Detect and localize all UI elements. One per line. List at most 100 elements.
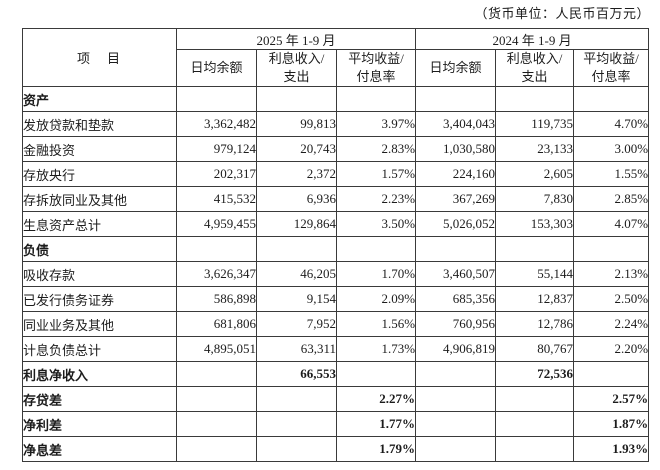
col-header-period-2024: 2024 年 1-9 月 — [415, 28, 650, 50]
cell-value: 2.27% — [335, 386, 417, 412]
cell-value: 72,536 — [495, 361, 575, 387]
row-label-financial-investments: 金融投资 — [22, 136, 177, 162]
cell-value: 1.57% — [335, 161, 417, 187]
cell-value — [335, 236, 417, 262]
row-label-deposit-loan-spread: 存贷差 — [22, 386, 177, 412]
col-header-yield-rate-2024: 平均收益/ 付息率 — [573, 49, 650, 87]
col-header-period-2025: 2025 年 1-9 月 — [175, 28, 417, 50]
cell-value — [256, 436, 337, 462]
cell-value: 2,605 — [495, 161, 575, 187]
cell-value: 3,626,347 — [176, 261, 257, 287]
table-row-interbank-placements: 存拆放同业及其他 415,532 6,936 2.23% 367,269 7,8… — [22, 186, 650, 212]
cell-value: 46,205 — [256, 261, 337, 287]
cell-value — [256, 86, 337, 112]
cell-value: 4,895,051 — [176, 336, 257, 362]
cell-value: 4,959,455 — [176, 211, 257, 237]
cell-value — [415, 436, 497, 462]
cell-value: 4.07% — [573, 211, 650, 237]
cell-value: 1.70% — [335, 261, 417, 287]
cell-value: 1.87% — [573, 411, 650, 437]
cell-value: 2.85% — [573, 186, 650, 212]
cell-value: 1,030,580 — [415, 136, 497, 162]
table-row-liabilities-section: 负债 — [22, 236, 650, 262]
row-label-total-interest-earning-assets: 生息资产总计 — [22, 211, 177, 237]
cell-value: 2.13% — [573, 261, 650, 287]
cell-value: 2.09% — [335, 286, 417, 312]
cell-value — [256, 236, 337, 262]
cell-value — [495, 436, 575, 462]
cell-value: 9,154 — [256, 286, 337, 312]
cell-value: 979,124 — [176, 136, 257, 162]
cell-value: 685,356 — [415, 286, 497, 312]
cell-value: 1.77% — [335, 411, 417, 437]
row-label-central-bank-deposits: 存放央行 — [22, 161, 177, 187]
cell-value: 5,026,052 — [415, 211, 497, 237]
cell-value: 760,956 — [415, 311, 497, 337]
table-row-loans-and-advances: 发放贷款和垫款 3,362,482 99,813 3.97% 3,404,043… — [22, 111, 650, 137]
header-row-subcolumns: 日均余额 利息收入/ 支出 平均收益/ 付息率 日均余额 利息收入/ 支出 平均… — [23, 49, 650, 87]
col-header-item: 项 目 — [22, 28, 177, 87]
cell-value — [415, 86, 497, 112]
table-row-debt-securities-issued: 已发行债务证券 586,898 9,154 2.09% 685,356 12,8… — [22, 286, 650, 312]
table-row-central-bank-deposits: 存放央行 202,317 2,372 1.57% 224,160 2,605 1… — [22, 161, 650, 187]
cell-value — [256, 386, 337, 412]
cell-value — [495, 86, 575, 112]
cell-value: 202,317 — [176, 161, 257, 187]
cell-value: 3,362,482 — [176, 111, 257, 137]
cell-value: 1.79% — [335, 436, 417, 462]
cell-value: 12,786 — [495, 311, 575, 337]
cell-value — [415, 236, 497, 262]
cell-value: 2.24% — [573, 311, 650, 337]
cell-value — [573, 236, 650, 262]
cell-value — [335, 86, 417, 112]
cell-value: 2.20% — [573, 336, 650, 362]
row-label-net-interest-margin: 净息差 — [22, 436, 177, 462]
cell-value: 66,553 — [256, 361, 337, 387]
col-header-avg-balance-2025: 日均余额 — [176, 49, 257, 87]
cell-value: 3.00% — [573, 136, 650, 162]
cell-value — [176, 361, 257, 387]
cell-value: 2.23% — [335, 186, 417, 212]
cell-value: 23,133 — [495, 136, 575, 162]
row-label-liabilities: 负债 — [22, 236, 177, 262]
row-label-loans-and-advances: 发放贷款和垫款 — [22, 111, 177, 137]
row-label-net-interest-spread: 净利差 — [22, 411, 177, 437]
table-row-net-interest-margin: 净息差 1.79% 1.93% — [22, 436, 650, 462]
cell-value — [415, 411, 497, 437]
cell-value: 153,303 — [495, 211, 575, 237]
row-label-customer-deposits: 吸收存款 — [22, 261, 177, 287]
cell-value — [415, 386, 497, 412]
cell-value: 1.56% — [335, 311, 417, 337]
row-label-net-interest-income: 利息净收入 — [22, 361, 177, 387]
table-row-total-interest-earning-assets: 生息资产总计 4,959,455 129,864 3.50% 5,026,052… — [22, 211, 650, 237]
cell-value: 55,144 — [495, 261, 575, 287]
row-label-total-interest-bearing-liabilities: 计息负债总计 — [22, 336, 177, 362]
cell-value: 2.57% — [573, 386, 650, 412]
col-header-interest-2025: 利息收入/ 支出 — [256, 49, 337, 87]
cell-value — [256, 411, 337, 437]
cell-value: 3,460,507 — [415, 261, 497, 287]
cell-value: 586,898 — [176, 286, 257, 312]
cell-value — [573, 361, 650, 387]
cell-value: 20,743 — [256, 136, 337, 162]
cell-value: 3.97% — [335, 111, 417, 137]
table-row-net-interest-income: 利息净收入 66,553 72,536 — [22, 361, 650, 387]
table-row-net-interest-spread: 净利差 1.77% 1.87% — [22, 411, 650, 437]
table-row-customer-deposits: 吸收存款 3,626,347 46,205 1.70% 3,460,507 55… — [22, 261, 650, 287]
cell-value: 3.50% — [335, 211, 417, 237]
cell-value: 367,269 — [415, 186, 497, 212]
cell-value — [176, 236, 257, 262]
cell-value — [495, 386, 575, 412]
cell-value: 2.83% — [335, 136, 417, 162]
table-row-assets-section: 资产 — [22, 86, 650, 112]
cell-value: 4.70% — [573, 111, 650, 137]
table-row-deposit-loan-spread: 存贷差 2.27% 2.57% — [22, 386, 650, 412]
cell-value — [176, 86, 257, 112]
currency-unit-note: （货币单位：人民币百万元） — [474, 6, 650, 21]
table-row-total-interest-bearing-liabilities: 计息负债总计 4,895,051 63,311 1.73% 4,906,819 … — [22, 336, 650, 362]
cell-value: 1.93% — [573, 436, 650, 462]
col-header-interest-2024: 利息收入/ 支出 — [495, 49, 575, 87]
cell-value — [335, 361, 417, 387]
cell-value: 99,813 — [256, 111, 337, 137]
cell-value — [573, 86, 650, 112]
